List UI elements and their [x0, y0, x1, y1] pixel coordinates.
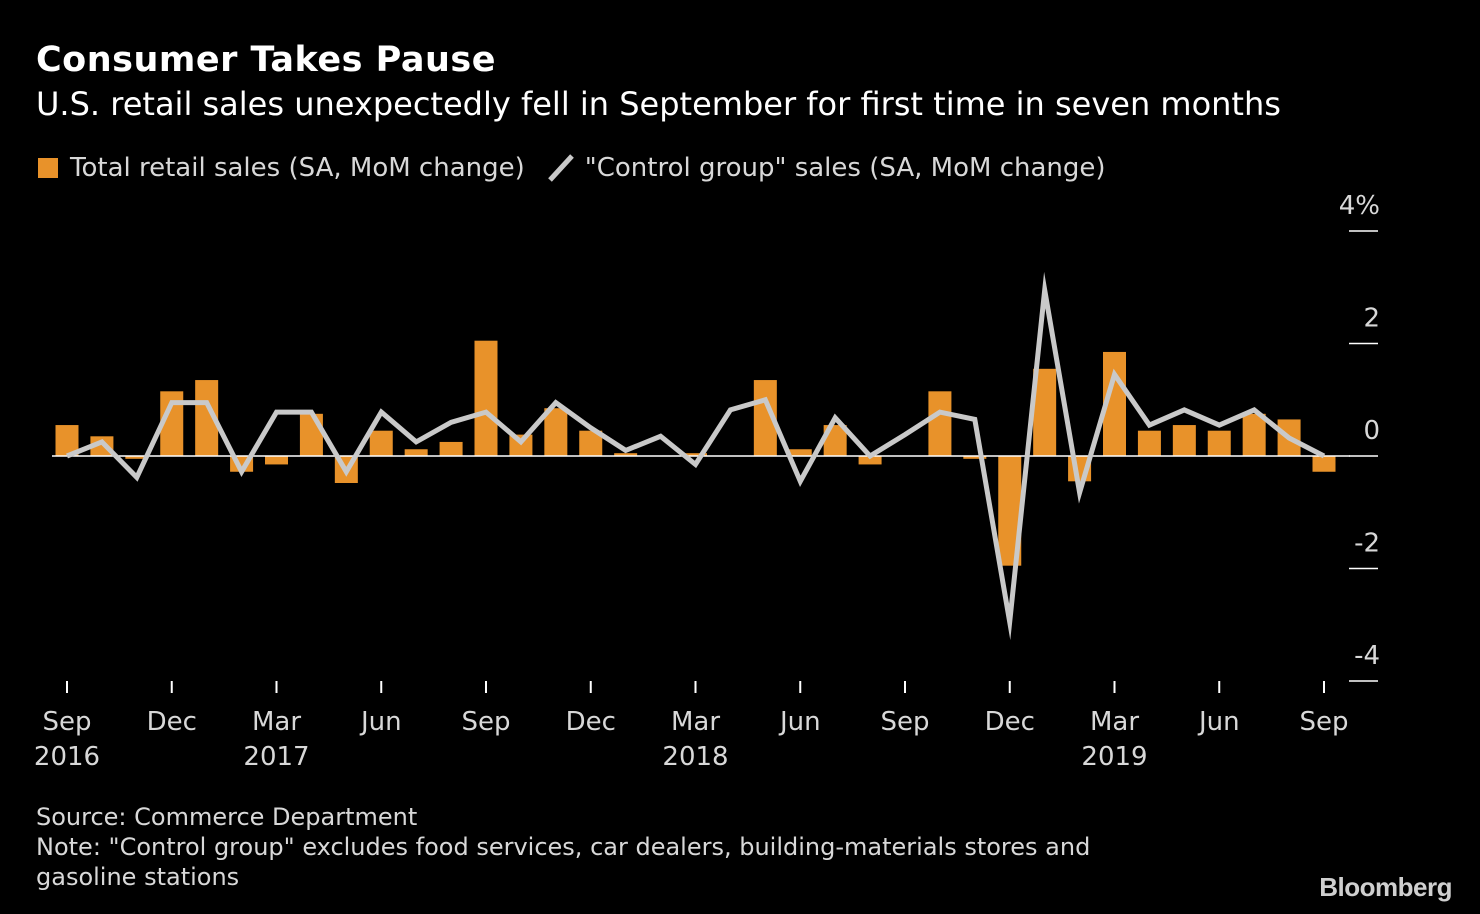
footnote: Note: "Control group" excludes food serv…: [36, 833, 1091, 891]
legend-item-total-retail-sales: Total retail sales (SA, MoM change): [38, 153, 525, 183]
chart-subtitle: U.S. retail sales unexpectedly fell in S…: [36, 85, 1281, 123]
bloomberg-logo: Bloomberg: [1319, 872, 1452, 902]
bar: [579, 430, 603, 456]
x-tick-label-month: Dec: [566, 707, 616, 737]
bar: [858, 456, 882, 465]
bar: [684, 453, 707, 456]
x-tick-label-month: Sep: [461, 707, 510, 737]
source-note: Source: Commerce Department: [36, 803, 418, 831]
bar: [1242, 413, 1266, 456]
bar: [544, 408, 568, 456]
x-tick-label-month: Jun: [359, 707, 402, 737]
control-group-line: [66, 271, 1326, 641]
chart-title: Consumer Takes Pause: [36, 40, 496, 80]
x-tick-label-month: Dec: [147, 707, 197, 737]
x-tick-label-year: 2019: [1081, 742, 1147, 772]
y-tick-label: 2: [1363, 304, 1380, 334]
bar: [299, 413, 323, 456]
bar: [404, 449, 428, 456]
bar: [1312, 456, 1336, 472]
y-tick-label: -2: [1354, 529, 1380, 559]
legend-swatch-bar: [38, 158, 58, 178]
legend-item-control-group-sales: "Control group" sales (SA, MoM change): [525, 153, 1106, 183]
x-tick-label-year: 2018: [662, 742, 728, 772]
x-tick-label-year: 2016: [34, 742, 100, 772]
bar: [369, 430, 393, 456]
x-tick-label-month: Jun: [1197, 707, 1240, 737]
bar: [125, 456, 149, 459]
legend-label-total-retail-sales: Total retail sales (SA, MoM change): [70, 153, 525, 183]
x-tick-label-month: Mar: [252, 707, 301, 737]
y-tick-label: -4: [1354, 641, 1380, 671]
x-tick-label-month: Mar: [671, 707, 720, 737]
bar: [788, 449, 812, 456]
bar: [474, 340, 498, 456]
bar: [963, 456, 987, 459]
x-tick-label-month: Sep: [1299, 707, 1348, 737]
bar: [1137, 430, 1161, 456]
bar: [265, 456, 288, 465]
y-tick-label: 0: [1363, 416, 1380, 446]
bar: [55, 425, 79, 456]
legend-label-control-group-sales: "Control group" sales (SA, MoM change): [584, 153, 1106, 183]
bar: [1103, 351, 1126, 456]
x-tick-label-month: Jun: [778, 707, 821, 737]
bar: [614, 453, 638, 456]
x-tick-label-month: Sep: [880, 707, 929, 737]
x-tick-label-month: Mar: [1090, 707, 1139, 737]
bar: [998, 456, 1022, 566]
x-tick-label-month: Sep: [42, 707, 91, 737]
bar: [1033, 368, 1057, 456]
chart-legend: Total retail sales (SA, MoM change) "Con…: [38, 150, 1106, 186]
bar: [195, 380, 219, 456]
legend-swatch-line: [547, 154, 574, 182]
bar: [439, 441, 463, 456]
bar: [928, 391, 952, 456]
x-tick-label-month: Dec: [985, 707, 1035, 737]
bar: [1172, 425, 1196, 456]
y-tick-label: 4%: [1339, 191, 1380, 221]
bar: [160, 391, 184, 456]
bar: [1207, 430, 1231, 456]
x-tick-label-year: 2017: [243, 742, 309, 772]
